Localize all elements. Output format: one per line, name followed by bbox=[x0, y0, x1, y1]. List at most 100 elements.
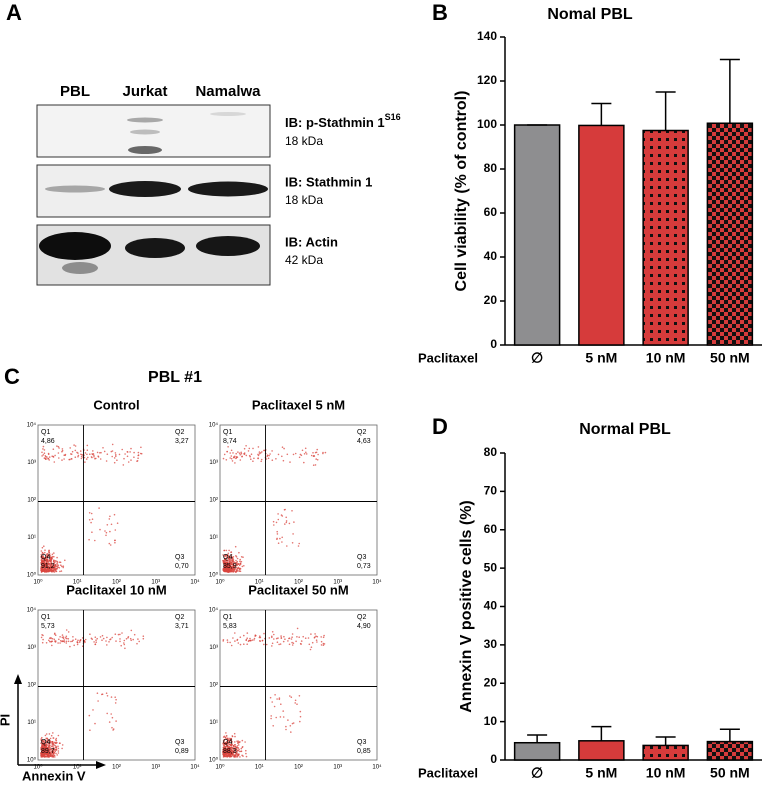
event-dot bbox=[40, 566, 42, 568]
x-tick-label: 10¹ bbox=[255, 580, 264, 586]
event-dot bbox=[235, 456, 238, 459]
event-dot bbox=[43, 545, 45, 547]
event-dot bbox=[252, 447, 254, 450]
x-tick-label: 10³ bbox=[333, 765, 342, 771]
quadrant-value: 5,73 bbox=[41, 623, 55, 630]
event-dot bbox=[40, 567, 43, 569]
event-dot bbox=[240, 560, 243, 563]
event-dot bbox=[114, 696, 116, 698]
event-dot bbox=[277, 513, 279, 515]
error-bar bbox=[719, 728, 740, 742]
event-dot bbox=[73, 444, 75, 446]
event-dot bbox=[91, 518, 94, 520]
event-dot bbox=[86, 449, 89, 452]
event-dot bbox=[57, 752, 60, 754]
event-dot bbox=[120, 644, 122, 647]
event-dot bbox=[236, 755, 239, 758]
event-dot bbox=[245, 454, 248, 457]
event-dot bbox=[291, 636, 293, 638]
event-dot bbox=[43, 449, 46, 451]
event-dot bbox=[303, 453, 306, 455]
event-dot bbox=[296, 636, 298, 638]
x-tick-label: 10² bbox=[112, 580, 121, 586]
event-dot bbox=[233, 732, 236, 735]
x-tick-label: 10⁴ bbox=[372, 579, 382, 586]
event-dot bbox=[238, 570, 241, 572]
event-dot bbox=[311, 641, 314, 644]
y-tick-label: 70 bbox=[484, 484, 498, 498]
event-dot bbox=[113, 513, 116, 516]
event-dot bbox=[61, 747, 63, 750]
event-dot bbox=[271, 450, 273, 452]
x-tick-label: 10³ bbox=[151, 765, 160, 771]
event-dot bbox=[47, 554, 50, 556]
event-dot bbox=[112, 729, 114, 731]
event-dot bbox=[245, 445, 247, 447]
event-dot bbox=[59, 642, 61, 644]
event-dot bbox=[40, 569, 42, 571]
y-tick-label: 10² bbox=[27, 498, 36, 504]
event-dot bbox=[73, 644, 75, 647]
y-tick-label: 10³ bbox=[209, 645, 218, 651]
event-dot bbox=[44, 549, 46, 551]
y-tick-label: 10⁴ bbox=[27, 422, 37, 429]
event-dot bbox=[77, 454, 80, 457]
plot-frame bbox=[37, 609, 196, 761]
event-dot bbox=[52, 456, 55, 458]
event-dot bbox=[51, 741, 53, 743]
event-dot bbox=[61, 565, 63, 568]
event-dot bbox=[45, 562, 48, 565]
event-dot bbox=[61, 634, 64, 636]
event-dot bbox=[225, 735, 228, 737]
event-dot bbox=[231, 750, 234, 752]
event-dot bbox=[51, 644, 53, 647]
event-dot bbox=[117, 633, 120, 636]
event-dot bbox=[234, 462, 236, 464]
event-dot bbox=[41, 736, 43, 739]
event-dot bbox=[234, 571, 237, 573]
event-dot bbox=[300, 640, 303, 642]
event-dot bbox=[50, 640, 53, 643]
event-dot bbox=[79, 450, 82, 452]
event-dot bbox=[236, 563, 238, 565]
event-dot bbox=[43, 557, 46, 559]
event-dot bbox=[230, 749, 232, 751]
event-dot bbox=[237, 741, 240, 744]
event-dot bbox=[236, 567, 239, 570]
plot-frame bbox=[219, 609, 378, 761]
event-dot bbox=[57, 642, 59, 644]
event-dot bbox=[289, 725, 292, 727]
event-dot bbox=[74, 445, 77, 447]
event-dot bbox=[55, 749, 58, 751]
event-dot bbox=[52, 746, 54, 748]
event-dot bbox=[275, 521, 278, 524]
event-dot bbox=[123, 642, 125, 644]
event-dot bbox=[302, 635, 305, 638]
event-dot bbox=[298, 542, 301, 545]
event-dot bbox=[115, 640, 117, 642]
x-axis-label: Paclitaxel bbox=[418, 765, 478, 780]
event-dot bbox=[228, 549, 230, 552]
event-dot bbox=[267, 457, 270, 460]
event-dot bbox=[322, 636, 325, 639]
event-dot bbox=[41, 455, 43, 457]
event-dot bbox=[110, 713, 112, 715]
event-dot bbox=[222, 554, 224, 556]
event-dot bbox=[223, 748, 226, 750]
event-dot bbox=[109, 530, 111, 533]
event-dot bbox=[323, 634, 325, 637]
event-dot bbox=[41, 555, 44, 558]
event-dot bbox=[42, 568, 44, 570]
event-dot bbox=[59, 640, 62, 642]
event-dot bbox=[44, 734, 47, 737]
x-tick-label: ∅ bbox=[531, 350, 543, 366]
event-dot bbox=[59, 570, 61, 573]
event-dot bbox=[224, 752, 227, 754]
event-dot bbox=[236, 639, 238, 641]
event-dot bbox=[109, 638, 111, 641]
event-dot bbox=[94, 722, 96, 725]
event-dot bbox=[290, 731, 292, 733]
event-dot bbox=[253, 639, 255, 641]
x-tick-label: 10¹ bbox=[255, 765, 264, 771]
event-dot bbox=[253, 637, 256, 640]
